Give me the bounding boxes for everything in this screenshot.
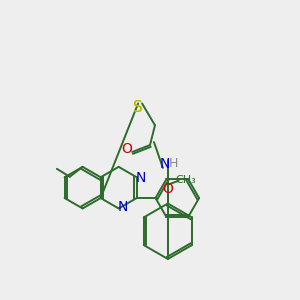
Text: N: N: [117, 200, 128, 214]
Text: S: S: [133, 100, 143, 115]
Text: N: N: [136, 171, 146, 185]
Text: O: O: [162, 182, 173, 196]
Text: CH₃: CH₃: [175, 175, 196, 185]
Text: H: H: [169, 158, 178, 170]
Text: N: N: [160, 157, 170, 171]
Text: S: S: [133, 100, 143, 115]
Text: O: O: [121, 142, 132, 156]
